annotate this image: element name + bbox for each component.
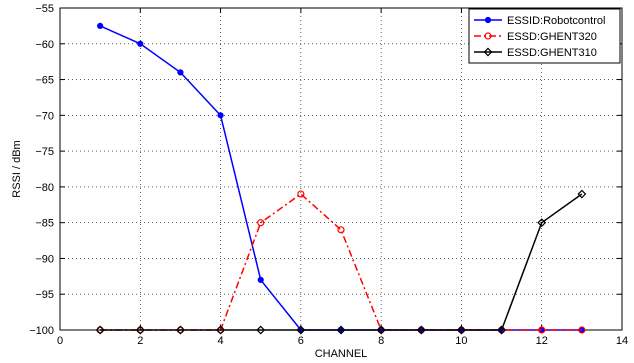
data-point [97, 22, 104, 29]
data-point [95, 325, 105, 335]
y-tick-label: −60 [35, 39, 54, 51]
legend-label: ESSD:GHENT320 [507, 31, 597, 43]
legend-marker [484, 32, 492, 40]
data-point [416, 325, 426, 335]
data-point [577, 189, 587, 199]
data-point [497, 325, 507, 335]
ticks: 0 2 4 6 8 10 12 14 −55 −60 −65 −70 −75 −80 −85 −90 −95 −1… [29, 3, 628, 347]
data-point [538, 326, 546, 334]
legend-item: ESSID:Robotcontrol [474, 15, 605, 27]
x-tick-label: 0 [57, 335, 63, 347]
y-axis-label: RSSI / dBm [11, 140, 23, 197]
data-point [217, 112, 224, 119]
data-point [216, 325, 226, 335]
data-point [135, 325, 145, 335]
x-tick-label: 4 [218, 335, 224, 347]
legend-marker [484, 16, 492, 24]
x-tick-label: 8 [378, 335, 384, 347]
legend-item: ESSD:GHENT310 [474, 47, 597, 59]
y-tick-label: −65 [35, 75, 54, 87]
data-point [376, 325, 386, 335]
series-3 [95, 189, 587, 335]
series-line [100, 193, 583, 331]
legend-item: ESSD:GHENT320 [474, 31, 597, 43]
data-point [137, 40, 144, 47]
data-point [175, 325, 185, 335]
data-point [177, 69, 184, 76]
data-point [256, 325, 266, 335]
data-point [537, 218, 547, 228]
data-point [257, 219, 265, 227]
legend-marker [483, 47, 493, 57]
y-tick-label: −55 [35, 3, 54, 15]
legend-label: ESSID:Robotcontrol [507, 15, 605, 27]
y-tick-label: −85 [35, 218, 54, 230]
legend: ESSID:Robotcontrol ESSD:GHENT320 ESSD:GHEN… [468, 8, 621, 64]
x-axis-label: CHANNEL [315, 348, 368, 360]
data-point [257, 276, 264, 284]
data-point [456, 325, 466, 335]
data-point [297, 190, 305, 198]
x-tick-label: 2 [137, 335, 143, 347]
x-tick-label: 14 [616, 335, 628, 347]
data-point [578, 326, 586, 334]
y-tick-label: −80 [35, 182, 54, 194]
data-point [337, 226, 345, 234]
y-tick-label: −95 [35, 289, 54, 301]
series-group [95, 22, 587, 335]
legend-label: ESSD:GHENT310 [507, 47, 597, 59]
y-tick-label: −100 [29, 325, 54, 337]
x-tick-label: 10 [455, 335, 467, 347]
grid [60, 8, 622, 330]
data-point [336, 325, 346, 335]
x-tick-label: 12 [536, 335, 548, 347]
x-tick-label: 6 [298, 335, 304, 347]
y-tick-label: −90 [35, 253, 54, 265]
y-tick-label: −70 [35, 110, 54, 122]
y-tick-label: −75 [35, 146, 54, 158]
data-point [296, 325, 306, 335]
